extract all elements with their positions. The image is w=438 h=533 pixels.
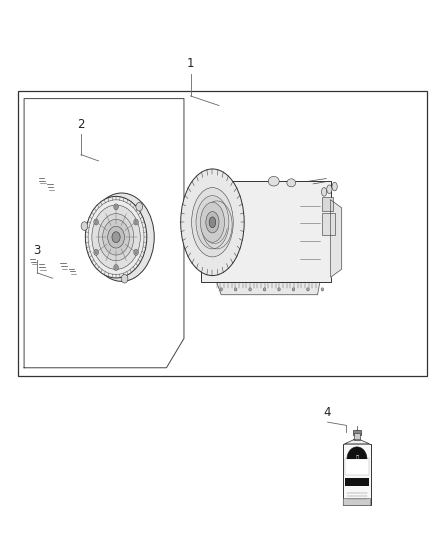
Bar (345, 478, 369, 486)
Polygon shape (217, 282, 320, 295)
Ellipse shape (85, 197, 147, 278)
Ellipse shape (112, 232, 120, 243)
Text: 3: 3 (34, 244, 41, 257)
Text: 4: 4 (324, 406, 332, 419)
Ellipse shape (249, 288, 251, 291)
Ellipse shape (327, 185, 332, 193)
Ellipse shape (287, 179, 296, 187)
Ellipse shape (115, 205, 117, 208)
Ellipse shape (95, 251, 97, 254)
Bar (343, 444, 371, 505)
Bar (353, 430, 361, 435)
Ellipse shape (268, 176, 279, 186)
Ellipse shape (220, 288, 223, 291)
Ellipse shape (102, 219, 130, 255)
Wedge shape (347, 447, 367, 459)
Ellipse shape (209, 217, 216, 228)
Polygon shape (344, 440, 369, 444)
Ellipse shape (332, 182, 337, 191)
Ellipse shape (94, 219, 98, 225)
Bar (345, 457, 369, 475)
Ellipse shape (81, 222, 88, 230)
Ellipse shape (321, 188, 327, 196)
Ellipse shape (278, 288, 280, 291)
Ellipse shape (121, 274, 128, 283)
Ellipse shape (321, 288, 324, 291)
Ellipse shape (292, 288, 295, 291)
Ellipse shape (134, 219, 138, 225)
Text: Ⓜ: Ⓜ (355, 455, 359, 461)
Text: 2: 2 (77, 118, 85, 131)
Ellipse shape (92, 205, 140, 269)
Bar (353, 433, 360, 440)
Ellipse shape (114, 204, 118, 210)
Ellipse shape (115, 266, 117, 269)
Ellipse shape (89, 193, 154, 281)
Ellipse shape (200, 203, 224, 242)
Ellipse shape (263, 288, 266, 291)
Ellipse shape (114, 264, 118, 270)
Ellipse shape (192, 188, 233, 257)
Ellipse shape (180, 169, 244, 276)
Ellipse shape (196, 196, 229, 249)
Ellipse shape (108, 227, 124, 248)
Bar (322, 197, 333, 211)
Ellipse shape (307, 288, 309, 291)
Bar (18, 91, 427, 376)
Ellipse shape (234, 288, 237, 291)
Polygon shape (331, 200, 342, 277)
Ellipse shape (135, 251, 137, 254)
Ellipse shape (95, 221, 97, 223)
Ellipse shape (99, 214, 134, 261)
Ellipse shape (135, 221, 137, 223)
Ellipse shape (206, 212, 219, 233)
Ellipse shape (136, 203, 143, 211)
Ellipse shape (134, 249, 138, 255)
Bar (322, 213, 335, 235)
Bar (201, 181, 331, 282)
FancyBboxPatch shape (343, 498, 371, 506)
Text: 1: 1 (187, 58, 194, 70)
Ellipse shape (94, 249, 98, 255)
